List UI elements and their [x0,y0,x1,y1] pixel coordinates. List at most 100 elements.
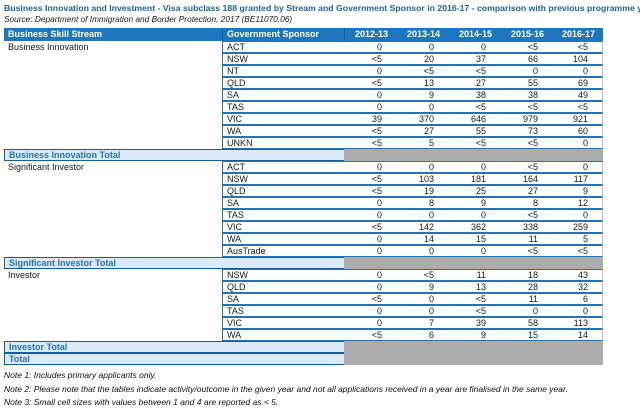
value-cell: 14 [396,233,448,245]
table-row: SA 0 9 38 38 49 [4,89,603,101]
grand-total-row-empty-cells [344,353,603,365]
sponsor-cell: VIC [222,113,344,125]
value-cell: 0 [500,65,552,77]
value-cell: 0 [344,269,396,281]
value-cell: <5 [448,293,500,305]
value-cell: <5 [552,245,603,257]
sponsor-cell: NSW [222,269,344,281]
note-line: Note 3: Small cell sizes with values bet… [4,397,279,407]
value-cell: 164 [500,173,552,185]
value-cell: 0 [500,305,552,317]
table-row: NSW <5 103 181 164 117 [4,173,603,185]
value-cell: 13 [448,281,500,293]
column-header-2013-14: 2013-14 [396,28,448,41]
value-cell: 18 [500,269,552,281]
column-header-2015-16: 2015-16 [500,28,552,41]
sponsor-cell: QLD [222,77,344,89]
value-cell: 8 [396,197,448,209]
value-cell: <5 [344,53,396,65]
column-header-sponsor: Government Sponsor [222,28,344,41]
value-cell: 19 [396,185,448,197]
stream-label [4,329,222,341]
sponsor-cell: NT [222,65,344,77]
value-cell: <5 [344,185,396,197]
value-cell: 0 [396,101,448,113]
value-cell: 28 [500,281,552,293]
value-cell: 38 [448,89,500,101]
column-header-2014-15: 2014-15 [448,28,500,41]
value-cell: 0 [344,89,396,101]
value-cell: 6 [552,293,603,305]
table-row: VIC 39 370 646 979 921 [4,113,603,125]
table-row: SA <5 0 <5 11 6 [4,293,603,305]
stream-label [4,209,222,221]
value-cell: <5 [344,125,396,137]
table-row: UNKN <5 5 <5 <5 0 [4,137,603,149]
value-cell: 0 [552,305,603,317]
value-cell: 0 [448,209,500,221]
sponsor-cell: TAS [222,209,344,221]
value-cell: 12 [552,197,603,209]
column-header-2016-17: 2016-17 [552,28,603,41]
value-cell: <5 [344,293,396,305]
value-cell: 370 [396,113,448,125]
value-cell: 117 [552,173,603,185]
value-cell: <5 [448,137,500,149]
sponsor-cell: SA [222,89,344,101]
table-row: AusTrade 0 0 0 <5 <5 [4,245,603,257]
value-cell: <5 [344,137,396,149]
value-cell: 181 [448,173,500,185]
stream-label [4,281,222,293]
stream-label [4,305,222,317]
sponsor-cell: UNKN [222,137,344,149]
value-cell: 9 [552,185,603,197]
value-cell: <5 [396,65,448,77]
sponsor-cell: WA [222,329,344,341]
value-cell: <5 [552,41,603,53]
table-row: WA <5 27 55 73 60 [4,125,603,137]
value-cell: 5 [396,137,448,149]
value-cell: 0 [344,317,396,329]
table-row: NT 0 <5 <5 0 0 [4,65,603,77]
stream-label [4,221,222,233]
value-cell: <5 [448,101,500,113]
value-cell: 0 [448,41,500,53]
value-cell: <5 [500,137,552,149]
value-cell: 9 [448,329,500,341]
table-row: SA 0 8 9 8 12 [4,197,603,209]
value-cell: 39 [344,113,396,125]
value-cell: 49 [552,89,603,101]
value-cell: 0 [344,161,396,173]
value-cell: 362 [448,221,500,233]
value-cell: 7 [396,317,448,329]
value-cell: 58 [500,317,552,329]
value-cell: 259 [552,221,603,233]
value-cell: 25 [448,185,500,197]
value-cell: 103 [396,173,448,185]
value-cell: 104 [552,53,603,65]
value-cell: 15 [448,233,500,245]
value-cell: <5 [552,101,603,113]
value-cell: 27 [448,77,500,89]
sponsor-cell: WA [222,233,344,245]
table-row: WA 0 14 15 11 5 [4,233,603,245]
page-title: Business Innovation and Investment - Vis… [4,3,640,13]
value-cell: 0 [552,137,603,149]
table-row: Business Innovation ACT 0 0 0 <5 <5 [4,41,603,53]
column-header-stream: Business Skill Stream [4,28,222,41]
value-cell: 0 [448,161,500,173]
value-cell: <5 [396,269,448,281]
value-cell: 0 [396,305,448,317]
group-total-row-empty-cells [344,149,603,161]
stream-label [4,125,222,137]
stream-label: Business Innovation [8,42,89,52]
table-row: VIC <5 142 362 338 259 [4,221,603,233]
value-cell: 0 [344,65,396,77]
sponsor-cell: TAS [222,101,344,113]
sponsor-cell: ACT [222,41,344,53]
stream-label [4,233,222,245]
visa-grants-table: Business Skill Stream Government Sponsor… [4,28,603,365]
stream-label [4,197,222,209]
value-cell: 15 [500,329,552,341]
